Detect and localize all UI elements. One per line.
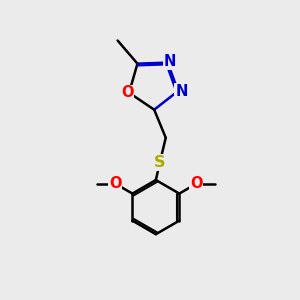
- Text: O: O: [109, 176, 122, 191]
- Text: N: N: [175, 84, 188, 99]
- Text: O: O: [190, 176, 203, 191]
- Text: S: S: [154, 155, 166, 170]
- Text: O: O: [121, 85, 134, 100]
- Text: N: N: [164, 54, 176, 69]
